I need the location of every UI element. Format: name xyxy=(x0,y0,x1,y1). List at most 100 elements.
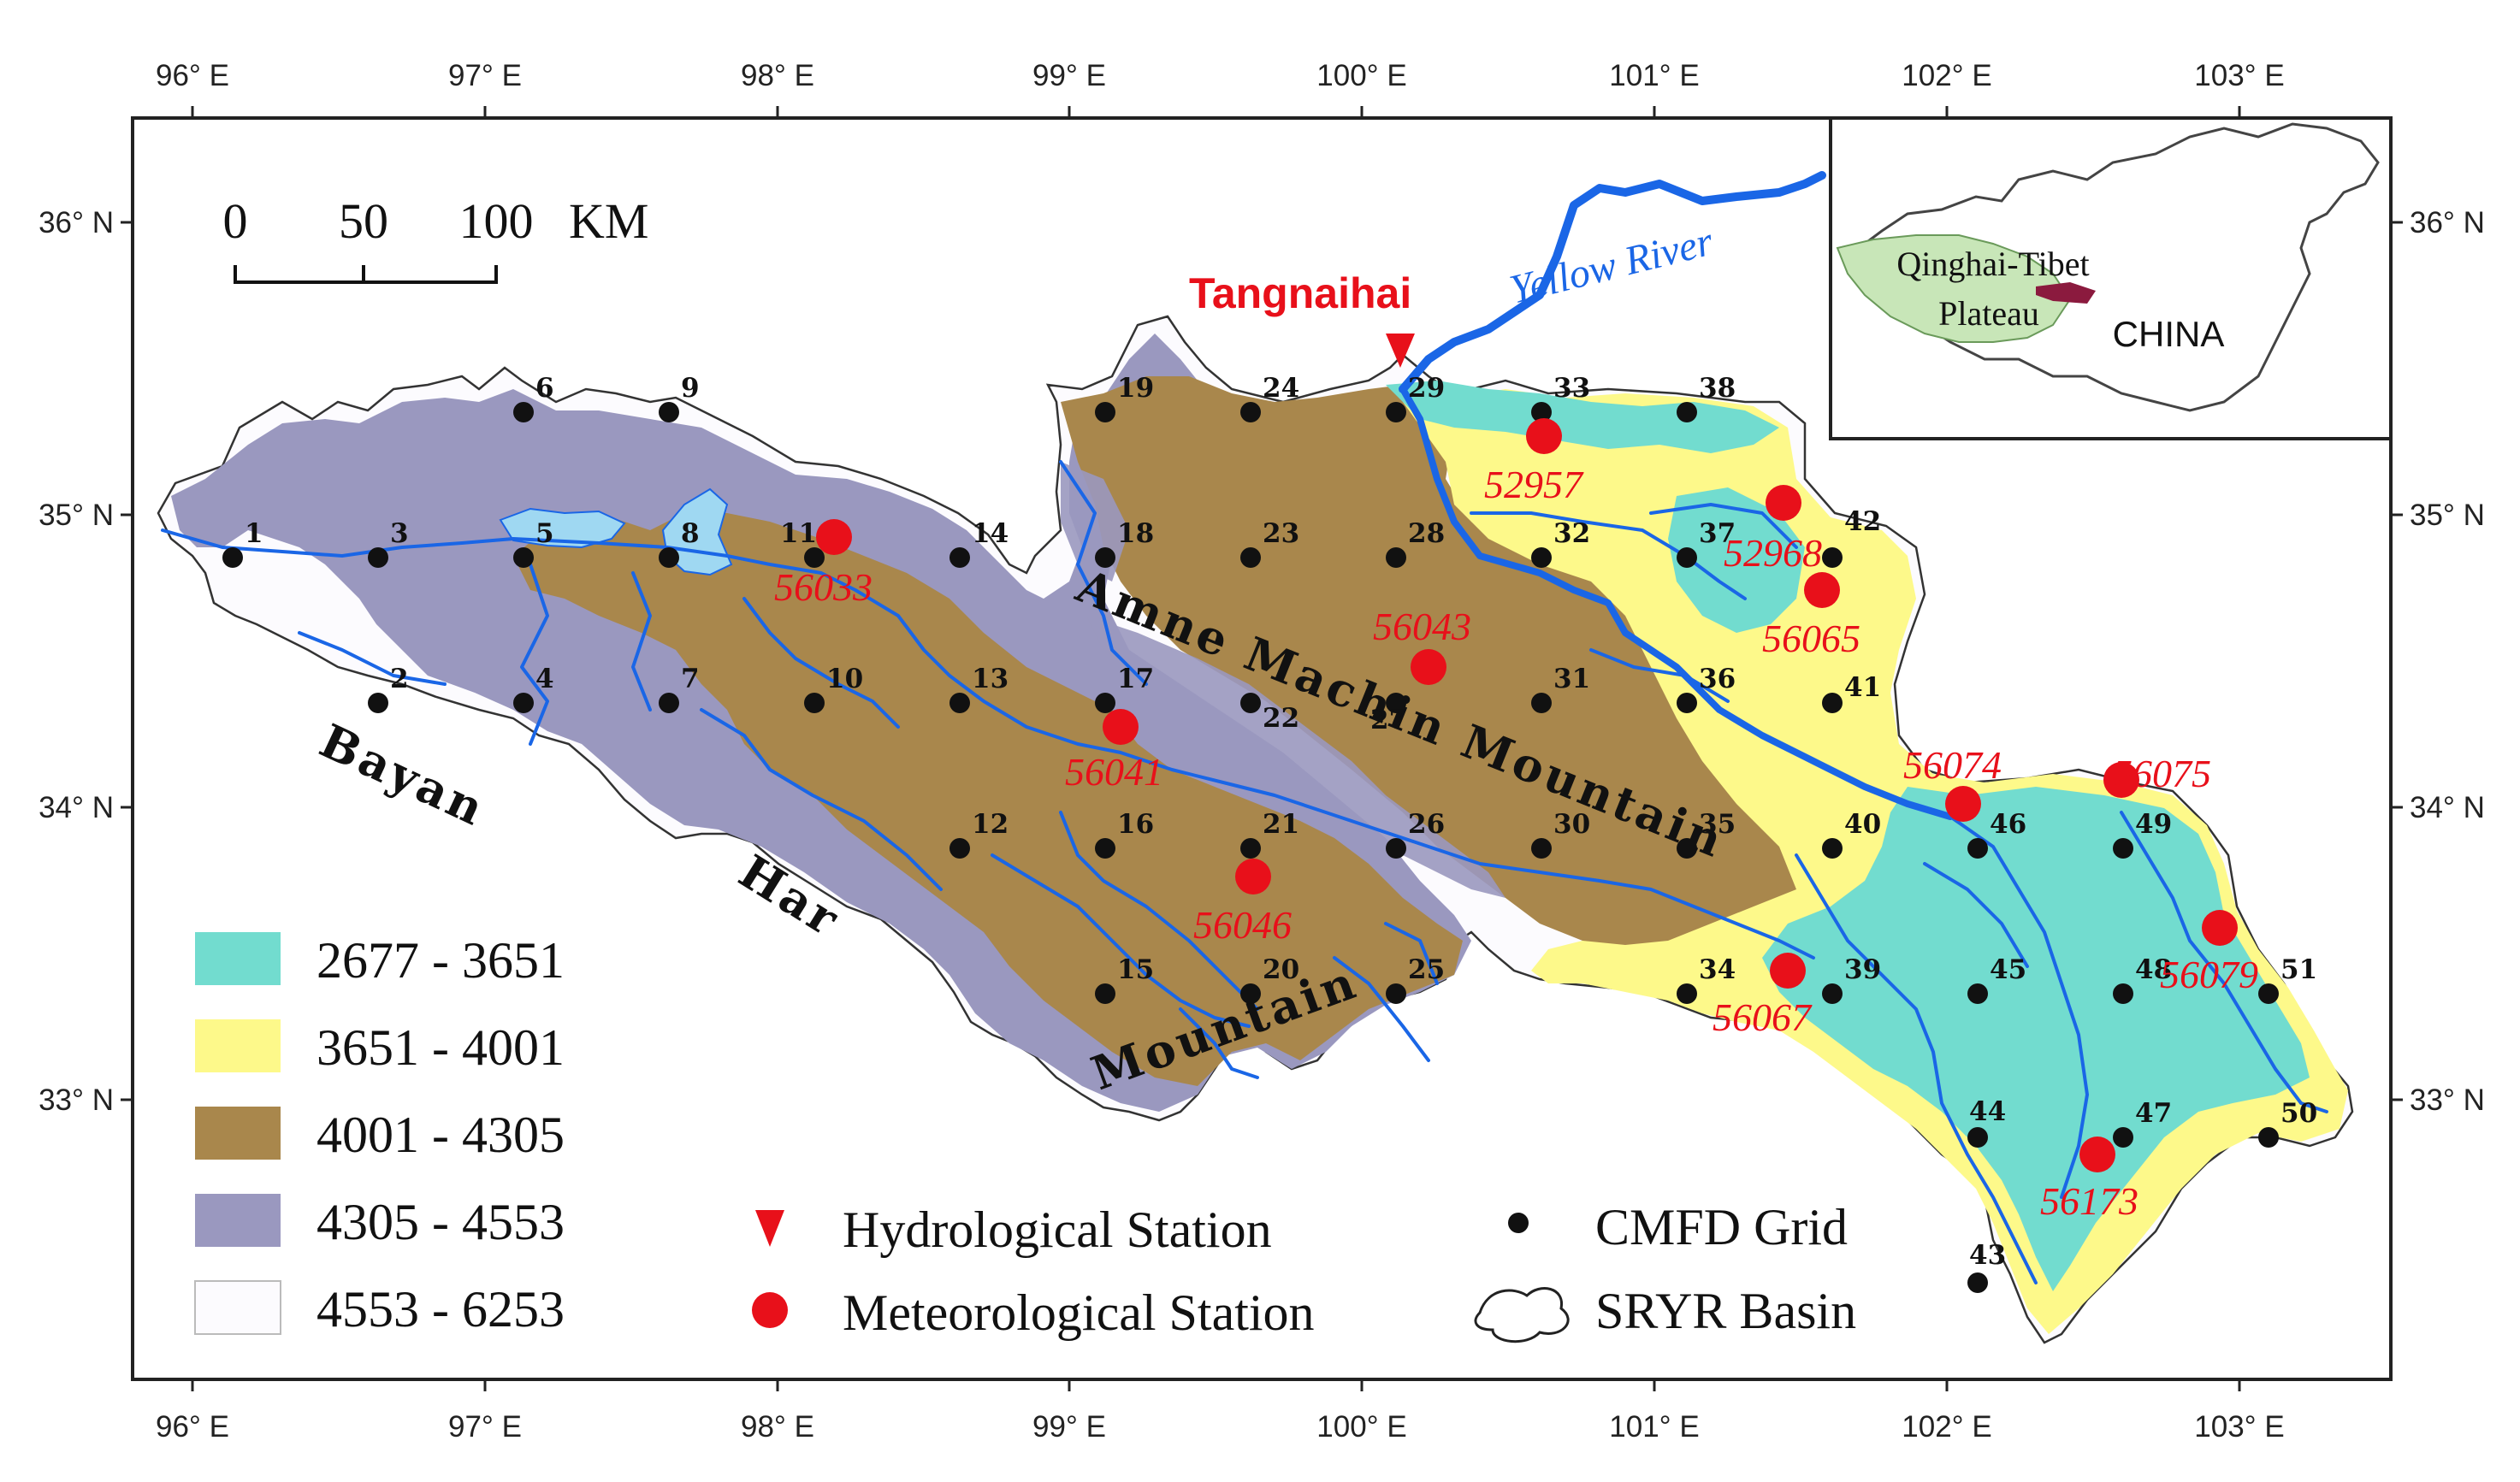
lon-label: 103° E xyxy=(2194,1410,2284,1444)
grid-label: 41 xyxy=(1844,672,1881,703)
grid-label: 25 xyxy=(1408,954,1445,985)
grid-point xyxy=(949,547,970,568)
grid-label: 38 xyxy=(1699,373,1736,404)
grid-label: 48 xyxy=(2135,954,2172,985)
yellow-river-main xyxy=(1399,386,1954,820)
met-legend-icon xyxy=(752,1292,788,1328)
grid-label: 9 xyxy=(681,373,700,404)
legend-range: 3651 - 4001 xyxy=(316,1019,565,1076)
lon-label: 102° E xyxy=(1902,1410,1991,1444)
met-station-label: 52968 xyxy=(1724,531,1822,575)
grid-point xyxy=(1822,983,1843,1004)
grid-label: 13 xyxy=(972,664,1009,694)
inset-map: Qinghai-Tibet Plateau CHINA xyxy=(1829,118,2391,440)
legend-swatch xyxy=(195,1107,281,1160)
grid-point xyxy=(1531,402,1552,422)
legend-basin-label: SRYR Basin xyxy=(1595,1283,1856,1339)
lat-label: 35° N xyxy=(38,499,114,532)
river xyxy=(991,853,1251,1028)
elevation-4305-4553-patch xyxy=(1061,462,1505,898)
legend-range: 4305 - 4553 xyxy=(316,1194,565,1250)
lon-label: 98° E xyxy=(741,59,814,92)
hydro-legend-icon xyxy=(755,1210,784,1247)
river xyxy=(1923,862,2029,968)
hydro-station: Tangnaihai xyxy=(1189,269,1415,368)
scale-tick-label: 0 xyxy=(223,193,248,249)
grid-label: 51 xyxy=(2280,954,2317,985)
grid-point xyxy=(1822,693,1843,713)
grid-point xyxy=(1967,1127,1988,1148)
grid-point xyxy=(1677,983,1697,1004)
grid-label: 4 xyxy=(535,664,554,694)
lon-labels-bottom: 96° E 97° E 98° E 99° E 100° E 101° E 10… xyxy=(156,1410,2285,1444)
grid-label: 44 xyxy=(1969,1096,2006,1127)
inset-region-label: Qinghai-Tibet xyxy=(1896,245,2089,283)
river xyxy=(520,563,549,746)
grid-label: 16 xyxy=(1117,809,1154,840)
legend-range: 4553 - 6253 xyxy=(316,1281,565,1337)
grid-label: 30 xyxy=(1553,809,1590,840)
grid-label: 36 xyxy=(1699,664,1736,694)
elevation-4001-4305 xyxy=(513,376,1967,1086)
lon-label: 98° E xyxy=(741,1410,814,1444)
lon-label: 100° E xyxy=(1316,1410,1406,1444)
grid-label: 24 xyxy=(1263,373,1299,404)
river xyxy=(1059,811,1259,1011)
scale-tick-label: 50 xyxy=(339,193,388,249)
grid-point xyxy=(1240,838,1261,859)
grid-point xyxy=(1386,838,1406,859)
lat-labels-right: 36° N 35° N 34° N 33° N xyxy=(2410,206,2485,1117)
grid-point xyxy=(513,402,534,422)
grid-label: 34 xyxy=(1699,954,1736,985)
grid-point xyxy=(1095,693,1115,713)
grid-label: 47 xyxy=(2135,1098,2172,1129)
yellow-river-upper xyxy=(1399,171,1826,393)
grid-point xyxy=(1967,838,1988,859)
river xyxy=(1179,1007,1259,1079)
grid-point xyxy=(1677,838,1697,859)
grid-label: 5 xyxy=(535,518,554,549)
grid-label: 50 xyxy=(2280,1098,2317,1129)
grid-point xyxy=(1531,693,1552,713)
grid-point xyxy=(1822,547,1843,568)
met-station-label: 52957 xyxy=(1484,463,1584,506)
grid-point xyxy=(2113,1127,2133,1148)
lon-label: 103° E xyxy=(2194,59,2284,92)
grid-label: 11 xyxy=(780,518,817,549)
met-station-point xyxy=(1804,572,1840,608)
river xyxy=(2120,811,2328,1113)
river xyxy=(1589,648,1730,703)
cmfd-grid-points: 1234567891011121314151617181920212223242… xyxy=(222,373,2317,1293)
grid-label: 39 xyxy=(1844,954,1881,985)
river xyxy=(1059,460,1148,686)
scale-line xyxy=(234,265,498,284)
grid-point xyxy=(1240,402,1261,422)
grid-point xyxy=(804,693,825,713)
grid-label: 42 xyxy=(1844,506,1881,537)
plateau-outline xyxy=(1836,234,2072,343)
scale-bar: 0 50 100 KM xyxy=(223,193,648,284)
river xyxy=(1949,815,2089,1199)
met-station-label: 56074 xyxy=(1903,743,2002,787)
elevation-2677-3651 xyxy=(1386,381,2310,1291)
lon-label: 102° E xyxy=(1902,59,1991,92)
grid-point xyxy=(2113,983,2133,1004)
grid-label: 20 xyxy=(1263,954,1299,985)
lon-label: 99° E xyxy=(1032,59,1106,92)
inset-region-label: Plateau xyxy=(1938,294,2039,333)
grid-point xyxy=(1677,547,1697,568)
grid-point xyxy=(2258,983,2279,1004)
met-station-label: 56041 xyxy=(1065,750,1163,794)
lat-labels-left: 36° N 35° N 34° N 33° N xyxy=(38,206,114,1117)
grid-label: 45 xyxy=(1990,954,2026,985)
lon-label: 96° E xyxy=(156,59,229,92)
grid-point xyxy=(1240,983,1261,1004)
grid-point xyxy=(949,693,970,713)
met-station-point xyxy=(2202,910,2238,946)
grid-point xyxy=(1095,402,1115,422)
legend-swatch xyxy=(194,1280,281,1335)
met-station-label: 56043 xyxy=(1373,605,1471,648)
grid-label: 6 xyxy=(535,373,554,404)
lon-labels-top: 96° E 97° E 98° E 99° E 100° E 101° E 10… xyxy=(156,59,2285,92)
lon-label: 101° E xyxy=(1609,1410,1699,1444)
